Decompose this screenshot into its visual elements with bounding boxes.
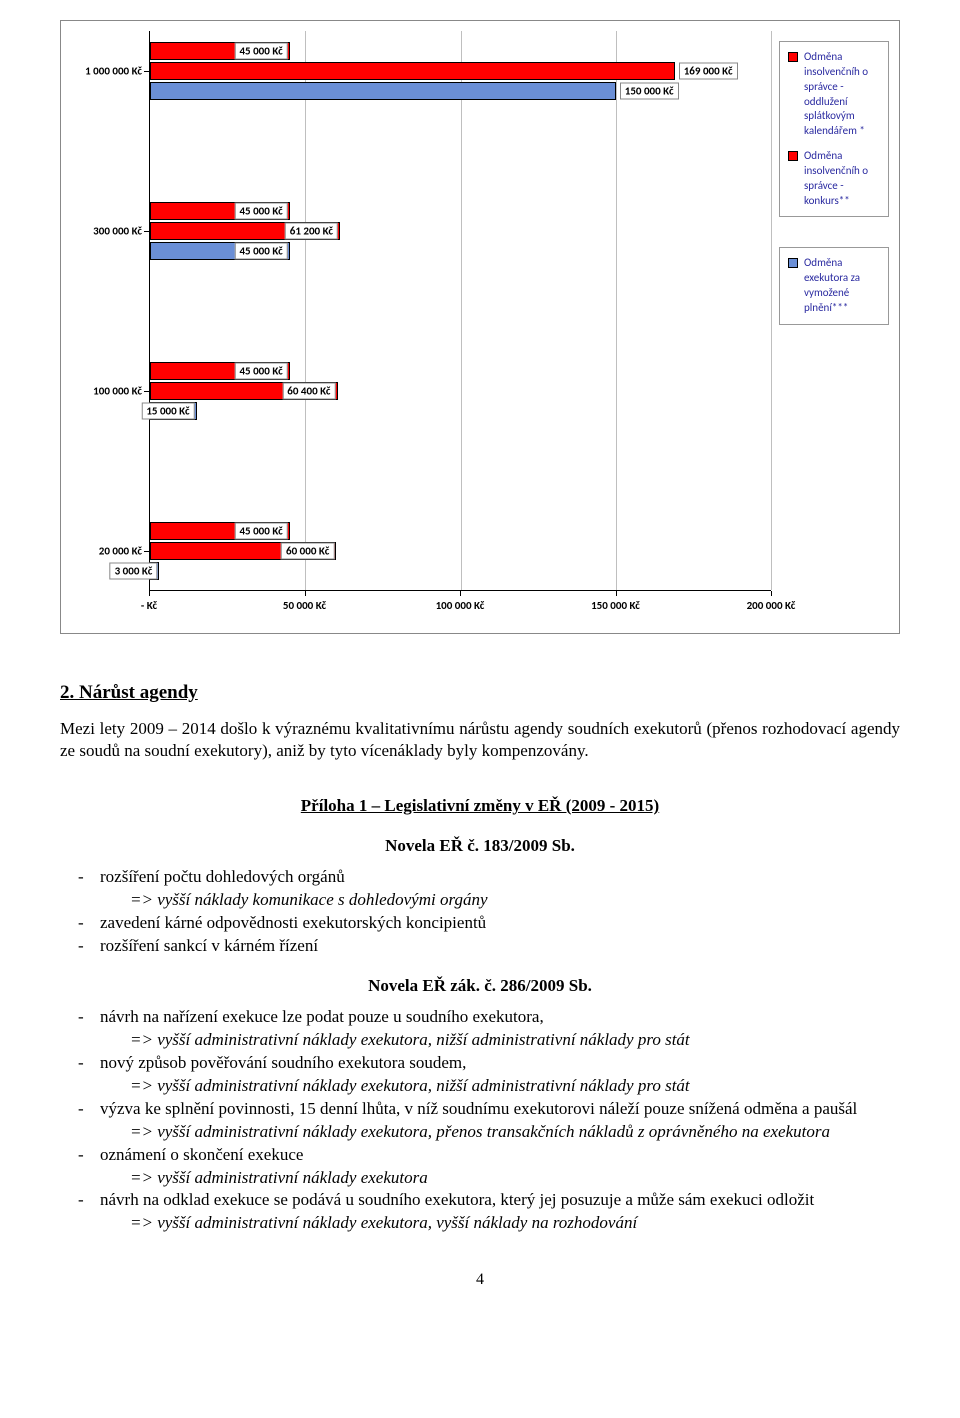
legend-item: Odměna insolvenčníh o správce - oddlužen… <box>788 50 880 139</box>
barchart: 1 000 000 Kč 300 000 Kč 100 000 Kč 20 000 K… <box>60 20 900 634</box>
document-page: 1 000 000 Kč 300 000 Kč 100 000 Kč 20 000 K… <box>0 0 960 1329</box>
list-item-subtext: => vyšší náklady komunikace s dohledovým… <box>100 889 900 912</box>
y-category-label: 100 000 Kč <box>93 385 142 398</box>
bar-value-label: 15 000 Kč <box>141 403 194 420</box>
legend-label: Odměna insolvenčníh o správce - konkurs*… <box>804 149 880 208</box>
x-tick-label: 100 000 Kč <box>436 599 485 612</box>
legend-swatch <box>788 52 798 62</box>
list-item: nový způsob pověřování soudního exekutor… <box>100 1052 900 1098</box>
plot-area: 1 000 000 Kč300 000 Kč100 000 Kč20 000 K… <box>149 31 771 591</box>
list-item-text: rozšíření počtu dohledových orgánů <box>100 866 900 889</box>
bar <box>150 82 616 100</box>
gridline <box>771 31 772 590</box>
legend: Odměna insolvenčníh o správce - oddlužen… <box>779 41 889 325</box>
x-tick-label: 150 000 Kč <box>591 599 640 612</box>
list-item: rozšíření počtu dohledových orgánů=> vyš… <box>100 866 900 912</box>
legend-item: Odměna insolvenčníh o správce - konkurs*… <box>788 149 880 208</box>
x-tick <box>305 591 306 596</box>
x-tick <box>460 591 461 596</box>
section-heading: 2. Nárůst agendy <box>60 682 900 704</box>
legend-box: Odměna insolvenčníh o správce - oddlužen… <box>779 41 889 217</box>
y-category-label: 300 000 Kč <box>93 225 142 238</box>
bar-value-label: 45 000 Kč <box>234 523 287 540</box>
list-item-text: oznámení o skončení exekuce <box>100 1144 900 1167</box>
list-item: výzva ke splnění povinnosti, 15 denní lh… <box>100 1098 900 1144</box>
y-category-label: 1 000 000 Kč <box>85 65 142 78</box>
legend-swatch <box>788 151 798 161</box>
x-tick-label: 50 000 Kč <box>283 599 326 612</box>
list-item: zavedení kárné odpovědnosti exekutorskýc… <box>100 912 900 935</box>
list-item-text: výzva ke splnění povinnosti, 15 denní lh… <box>100 1098 900 1121</box>
list-item-subtext: => vyšší administrativní náklady exekuto… <box>100 1121 900 1144</box>
legend-box: Odměna exekutora za vymožené plnění*** <box>779 247 889 324</box>
barchart-plot: 1 000 000 Kč 300 000 Kč 100 000 Kč 20 000 K… <box>71 31 771 623</box>
intro-paragraph: Mezi lety 2009 – 2014 došlo k výraznému … <box>60 718 900 762</box>
novela1-list: rozšíření počtu dohledových orgánů=> vyš… <box>60 866 900 958</box>
x-tick <box>771 591 772 596</box>
x-tick-label: - Kč <box>141 599 157 612</box>
bar-value-label: 150 000 Kč <box>620 83 679 100</box>
list-item-subtext: => vyšší administrativní náklady exekuto… <box>100 1075 900 1098</box>
list-item-text: návrh na odklad exekuce se podává u soud… <box>100 1189 900 1212</box>
bar-value-label: 60 000 Kč <box>281 543 334 560</box>
list-item-text: návrh na nařízení exekuce lze podat pouz… <box>100 1006 900 1029</box>
bar-value-label: 45 000 Kč <box>234 203 287 220</box>
bar-value-label: 3 000 Kč <box>110 563 158 580</box>
list-item-text: nový způsob pověřování soudního exekutor… <box>100 1052 900 1075</box>
list-item-text: rozšíření sankcí v kárném řízení <box>100 935 900 958</box>
list-item: návrh na nařízení exekuce lze podat pouz… <box>100 1006 900 1052</box>
bar-value-label: 45 000 Kč <box>234 43 287 60</box>
legend-label: Odměna insolvenčníh o správce - oddlužen… <box>804 50 880 139</box>
novela2-list: návrh na nařízení exekuce lze podat pouz… <box>60 1006 900 1235</box>
list-item-subtext: => vyšší administrativní náklady exekuto… <box>100 1029 900 1052</box>
gridline <box>461 31 462 590</box>
attachment-title: Příloha 1 – Legislativní změny v EŘ (200… <box>60 796 900 816</box>
list-item-text: zavedení kárné odpovědnosti exekutorskýc… <box>100 912 900 935</box>
legend-swatch <box>788 258 798 268</box>
bar-value-label: 60 400 Kč <box>282 383 335 400</box>
bar <box>150 62 675 80</box>
x-tick <box>149 591 150 596</box>
bar-value-label: 169 000 Kč <box>679 63 738 80</box>
list-item-subtext: => vyšší administrativní náklady exekuto… <box>100 1167 900 1190</box>
gridline <box>616 31 617 590</box>
novela2-title: Novela EŘ zák. č. 286/2009 Sb. <box>60 976 900 996</box>
list-item: rozšíření sankcí v kárném řízení <box>100 935 900 958</box>
list-item: návrh na odklad exekuce se podává u soud… <box>100 1189 900 1235</box>
x-tick-label: 200 000 Kč <box>747 599 796 612</box>
x-axis: - Kč50 000 Kč100 000 Kč150 000 Kč200 000… <box>149 591 771 623</box>
y-category-label: 20 000 Kč <box>99 545 142 558</box>
legend-item: Odměna exekutora za vymožené plnění*** <box>788 256 880 315</box>
list-item-subtext: => vyšší administrativní náklady exekuto… <box>100 1212 900 1235</box>
legend-label: Odměna exekutora za vymožené plnění*** <box>804 256 880 315</box>
page-number: 4 <box>60 1271 900 1289</box>
bar-value-label: 45 000 Kč <box>234 363 287 380</box>
bar-value-label: 61 200 Kč <box>285 223 338 240</box>
x-tick <box>616 591 617 596</box>
list-item: oznámení o skončení exekuce=> vyšší admi… <box>100 1144 900 1190</box>
novela1-title: Novela EŘ č. 183/2009 Sb. <box>60 836 900 856</box>
bar-value-label: 45 000 Kč <box>234 243 287 260</box>
gridline <box>305 31 306 590</box>
